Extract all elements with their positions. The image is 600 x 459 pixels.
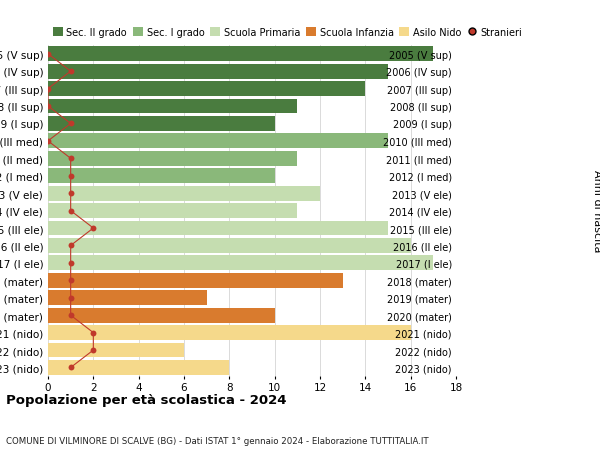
Point xyxy=(66,68,76,76)
Bar xyxy=(48,308,275,323)
Point xyxy=(66,364,76,371)
Point xyxy=(66,294,76,302)
Point xyxy=(43,103,53,111)
Bar xyxy=(48,221,388,236)
Bar xyxy=(48,186,320,201)
Bar xyxy=(48,169,275,184)
Point xyxy=(43,51,53,58)
Text: Anni di nascita: Anni di nascita xyxy=(592,170,600,252)
Point xyxy=(66,312,76,319)
Bar xyxy=(48,256,433,271)
Bar xyxy=(48,325,410,340)
Point xyxy=(89,329,98,336)
Bar xyxy=(48,134,388,149)
Point xyxy=(66,190,76,197)
Point xyxy=(66,173,76,180)
Bar xyxy=(48,273,343,288)
Point xyxy=(66,277,76,285)
Bar xyxy=(48,117,275,132)
Bar xyxy=(48,47,433,62)
Point xyxy=(66,155,76,162)
Legend: Sec. II grado, Sec. I grado, Scuola Primaria, Scuola Infanzia, Asilo Nido, Stran: Sec. II grado, Sec. I grado, Scuola Prim… xyxy=(53,28,523,38)
Point xyxy=(66,242,76,250)
Point xyxy=(89,225,98,232)
Bar xyxy=(48,204,298,218)
Bar xyxy=(48,291,206,306)
Point xyxy=(89,347,98,354)
Bar xyxy=(48,360,229,375)
Point xyxy=(43,86,53,93)
Point xyxy=(66,207,76,215)
Text: COMUNE DI VILMINORE DI SCALVE (BG) - Dati ISTAT 1° gennaio 2024 - Elaborazione T: COMUNE DI VILMINORE DI SCALVE (BG) - Dat… xyxy=(6,436,428,445)
Text: Popolazione per età scolastica - 2024: Popolazione per età scolastica - 2024 xyxy=(6,393,287,406)
Bar xyxy=(48,343,184,358)
Bar xyxy=(48,239,410,253)
Point xyxy=(66,121,76,128)
Bar xyxy=(48,65,388,79)
Bar xyxy=(48,151,298,166)
Point xyxy=(43,138,53,145)
Point xyxy=(66,260,76,267)
Bar xyxy=(48,82,365,97)
Bar xyxy=(48,100,298,114)
